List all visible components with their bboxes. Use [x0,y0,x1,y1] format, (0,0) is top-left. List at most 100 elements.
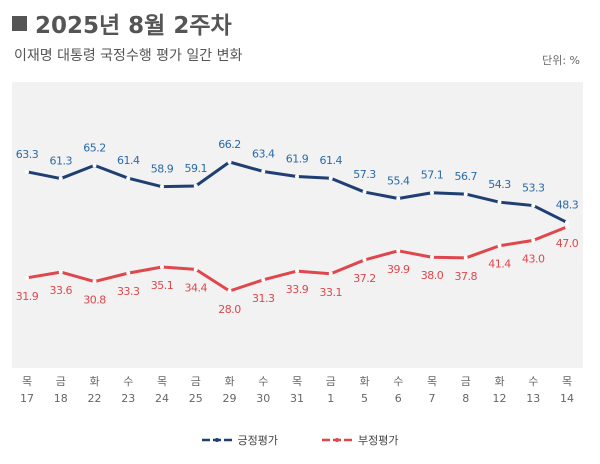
data-label: 66.2 [218,138,241,151]
square-icon [12,15,27,31]
x-tick-date: 5 [361,392,368,405]
series-line-positive [26,160,568,224]
x-tick-date: 12 [493,392,507,405]
x-tick-date: 23 [121,392,135,405]
data-point [92,163,97,168]
x-tick-date: 25 [189,392,203,405]
data-label: 61.4 [117,154,140,167]
data-label: 56.7 [455,170,478,183]
data-label: 55.4 [387,174,410,187]
x-tick-date: 24 [155,392,169,405]
data-point [227,160,232,164]
data-label: 48.3 [556,198,579,211]
data-label: 35.1 [151,279,174,292]
x-tick-day: 금 [191,375,201,388]
data-label: 63.3 [16,148,39,161]
title-text: 2025년 8월 2주차 [35,13,232,39]
x-tick-date: 22 [88,392,102,405]
data-point [261,277,266,282]
data-point [25,169,29,174]
data-point [463,255,468,260]
x-tick-day: 목 [562,375,572,388]
data-point [25,275,29,280]
data-point [126,271,131,276]
data-point [58,176,63,181]
data-point [193,267,198,272]
data-point [531,238,536,243]
data-label: 39.9 [387,263,410,276]
data-point [463,192,468,197]
data-point [160,184,164,189]
x-tick-day: 화 [494,375,504,388]
data-point [92,279,97,284]
data-point [328,176,333,181]
x-tick-day: 화 [224,375,234,388]
legend-label: 부정평가 [358,434,399,447]
data-label: 37.8 [455,270,478,283]
x-tick-day: 금 [326,375,336,388]
data-label: 41.4 [488,258,511,271]
x-tick-date: 18 [54,392,68,405]
data-label: 33.9 [286,283,309,296]
x-tick-day: 목 [22,375,32,388]
x-tick-day: 수 [123,375,133,388]
x-tick-day: 화 [89,375,99,388]
data-label: 33.6 [50,284,73,297]
data-point [497,243,502,248]
x-tick-day: 목 [292,375,302,388]
data-label: 31.9 [16,290,39,303]
x-tick-date: 17 [20,392,34,405]
data-point [497,200,502,205]
data-label: 53.3 [522,182,545,195]
x-tick-day: 금 [461,375,471,388]
x-tick-day: 화 [359,375,369,388]
x-tick-day: 목 [157,375,167,388]
data-label: 57.1 [421,169,444,182]
data-label: 59.1 [185,162,208,175]
data-label: 61.9 [286,153,309,166]
data-point [565,220,569,225]
data-point [193,183,198,188]
x-tick-date: 29 [223,392,237,405]
x-tick-date: 7 [429,392,436,405]
data-label: 28.0 [218,303,241,316]
x-tick-date: 31 [290,392,304,405]
data-label: 61.4 [320,154,343,167]
legend-positive: 긍정평가 [201,432,278,448]
x-tick-date: 8 [462,392,469,405]
x-tick-date: 14 [560,392,574,405]
data-label: 47.0 [556,237,579,250]
chart-subtitle: 이재명 대통령 국정수행 평가 일간 변화 [14,48,243,64]
data-label: 33.3 [117,285,140,298]
data-point [160,265,164,270]
x-tick-day: 수 [393,375,403,388]
x-tick-date: 13 [526,392,540,405]
data-point [396,248,401,253]
data-label: 34.4 [185,281,208,294]
data-label: 57.3 [353,168,376,181]
x-tick-date: 30 [256,392,270,405]
data-label: 43.0 [522,252,545,265]
data-label: 38.0 [421,269,444,282]
data-point [328,271,333,276]
plot-area [12,82,583,368]
data-label: 31.3 [252,292,275,305]
data-point [430,255,434,260]
data-point [362,257,367,262]
data-point [362,190,367,195]
data-label: 54.3 [488,178,511,191]
x-tick-day: 금 [56,375,66,388]
legend-label: 긍정평가 [237,434,278,447]
data-point [58,270,63,275]
x-tick-date: 6 [395,392,402,405]
data-point [396,196,401,201]
legend-negative: 부정평가 [322,432,398,448]
data-label: 61.3 [50,155,73,168]
data-point [227,289,232,294]
x-tick-day: 수 [258,375,268,388]
data-label: 30.8 [83,294,106,307]
data-label: 65.2 [83,141,106,154]
x-tick-day: 수 [528,375,538,388]
data-label: 37.2 [353,272,376,285]
